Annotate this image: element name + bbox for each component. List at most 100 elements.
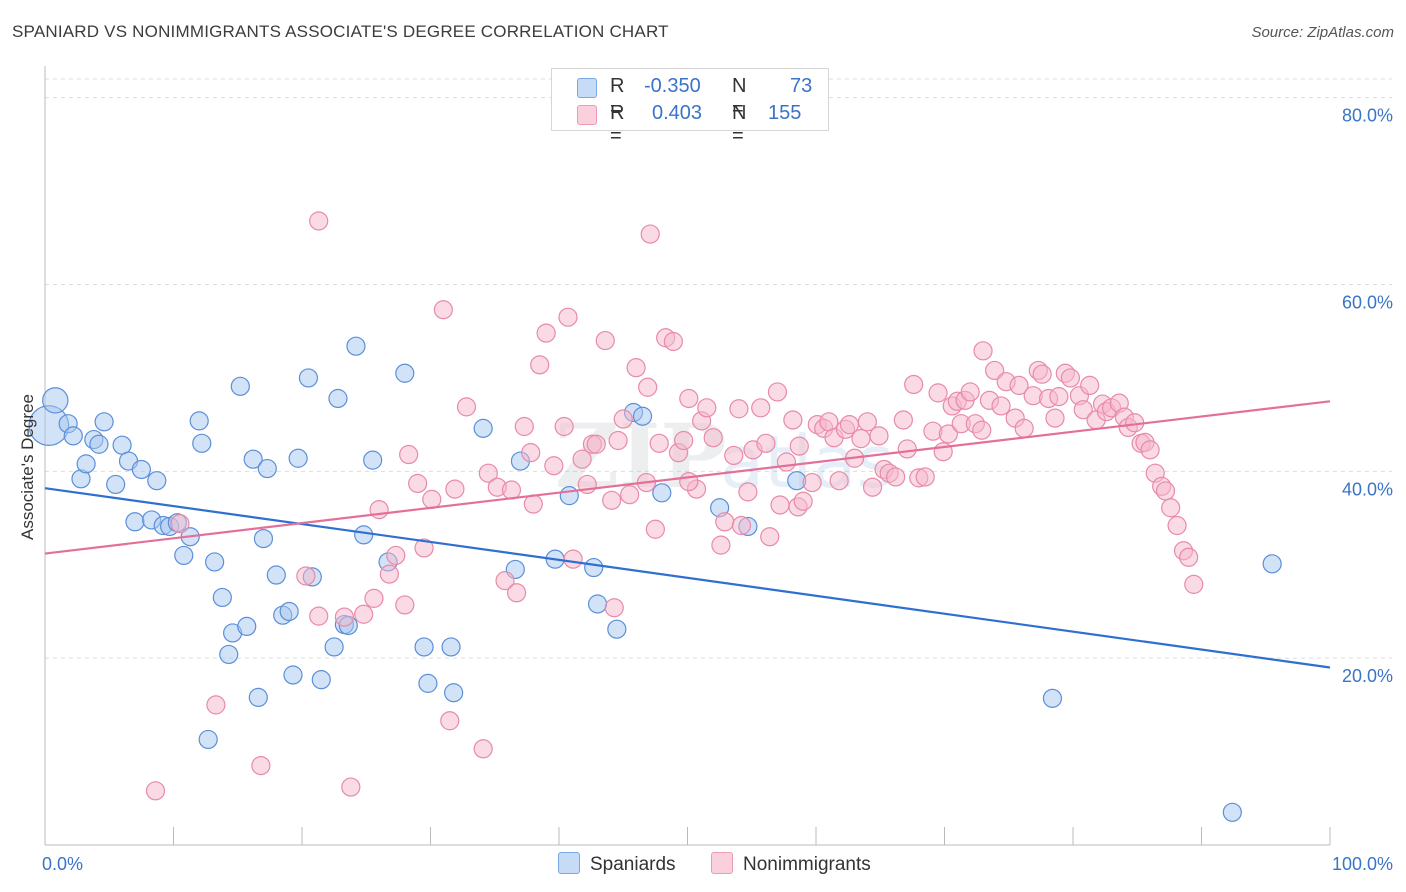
spaniards-point [266,565,286,585]
legend-swatch-nonimmigrants [577,105,597,125]
y-tick-label: 80.0% [1342,106,1393,126]
x-tick-label-min: 0.0% [42,854,83,874]
trend-lines [44,400,1331,669]
nonimmigrants-point [495,571,515,591]
nonimmigrants-point [703,428,723,448]
nonimmigrants-trend-line [44,400,1331,555]
spaniards-point [253,528,274,549]
nonimmigrants-point [620,485,640,505]
nonimmigrants-point [473,739,493,759]
spaniards-point [632,406,653,426]
nonimmigrants-point [674,430,694,451]
nonimmigrants-point [991,396,1011,416]
nonimmigrants-point [414,538,434,558]
nonimmigrants-point [724,445,744,466]
spaniards-point [63,426,83,446]
nonimmigrants-point [1140,440,1160,460]
nonimmigrants-point [697,398,717,418]
nonimmigrants-point [514,416,534,437]
source-label: Source: ZipAtlas.com [1251,24,1394,41]
nonimmigrants-point [972,420,992,440]
spaniards-point [414,637,434,657]
nonimmigrants-point [1155,481,1176,501]
nonimmigrants-point [760,527,780,547]
nonimmigrants-points [145,211,1204,801]
nonimmigrants-point [395,595,415,615]
spaniards-point [363,450,383,470]
spaniards-point [324,637,344,657]
nonimmigrants-point [1014,418,1034,438]
spaniards-point [76,454,96,474]
nonimmigrants-point [341,777,361,797]
spaniards-point [288,448,308,468]
spaniards-point [243,449,263,469]
legend-n-value: 73 [790,75,813,97]
spaniards-point [106,474,126,495]
spaniards-point [298,368,319,388]
nonimmigrants-point [309,606,329,626]
nonimmigrants-point [776,452,797,472]
nonimmigrants-point [521,443,541,463]
nonimmigrants-point [369,500,389,520]
nonimmigrants-point [711,535,731,555]
spaniards-point [147,471,167,491]
nonimmigrants-point [738,482,758,502]
spaniards-point [42,387,69,414]
nonimmigrants-point [544,456,564,476]
spaniards-point [584,557,604,578]
spaniards-point [283,665,303,685]
nonimmigrants-point [170,514,190,534]
nonimmigrants-point [1080,375,1100,395]
nonimmigrants-point [869,426,889,446]
spaniards-point [652,483,672,503]
spaniards-point [559,486,579,506]
axes [44,66,1331,846]
nonimmigrants-point [904,374,924,395]
nonimmigrants-point [296,566,316,586]
nonimmigrants-point [756,433,776,453]
nonimmigrants-point [649,433,669,453]
nonimmigrants-point [770,495,790,515]
spaniards-point [174,545,194,566]
nonimmigrants-point [595,330,615,351]
spaniards-point [198,729,218,750]
spaniards-point [418,673,438,693]
spaniards-point [1042,688,1063,708]
spaniards-point [444,683,464,703]
nonimmigrants-point [767,382,788,402]
nonimmigrants-point [456,397,477,417]
spaniards-point [607,619,627,639]
spaniards-point [328,388,348,409]
nonimmigrants-point [536,323,556,343]
nonimmigrants-point [445,479,465,499]
nonimmigrants-point [478,463,498,483]
spaniards-point [346,336,366,356]
nonimmigrants-point [408,473,428,494]
legend-n-label: N = [732,75,747,120]
nonimmigrants-point [530,355,550,375]
spaniards-point [192,433,212,453]
nonimmigrants-point [523,494,543,514]
nonimmigrants-point [886,467,906,487]
correlation-legend: R = -0.350 N = 73 R = 0.403 N = 155 [551,68,829,147]
spaniards-point [89,434,109,454]
gridlines [45,78,1392,659]
spaniards-point [587,594,608,614]
bottom-legend-spaniards: Spaniards [558,852,676,876]
legend-r-value: -0.350 [644,75,701,97]
nonimmigrants-point [608,430,628,451]
nonimmigrants-point [433,300,453,320]
nonimmigrants-point [604,598,624,618]
nonimmigrants-point [793,491,813,511]
nonimmigrants-point [386,545,406,566]
nonimmigrants-point [663,331,683,352]
spaniards-point [311,670,331,690]
nonimmigrants-point [440,711,460,731]
nonimmigrants-point [893,410,913,430]
nonimmigrants-point [206,695,226,715]
nonimmigrants-point [251,755,271,776]
spaniards-point [131,459,151,480]
nonimmigrants-point [928,383,948,403]
spaniards-point [189,411,209,431]
spaniards-point [94,412,114,432]
